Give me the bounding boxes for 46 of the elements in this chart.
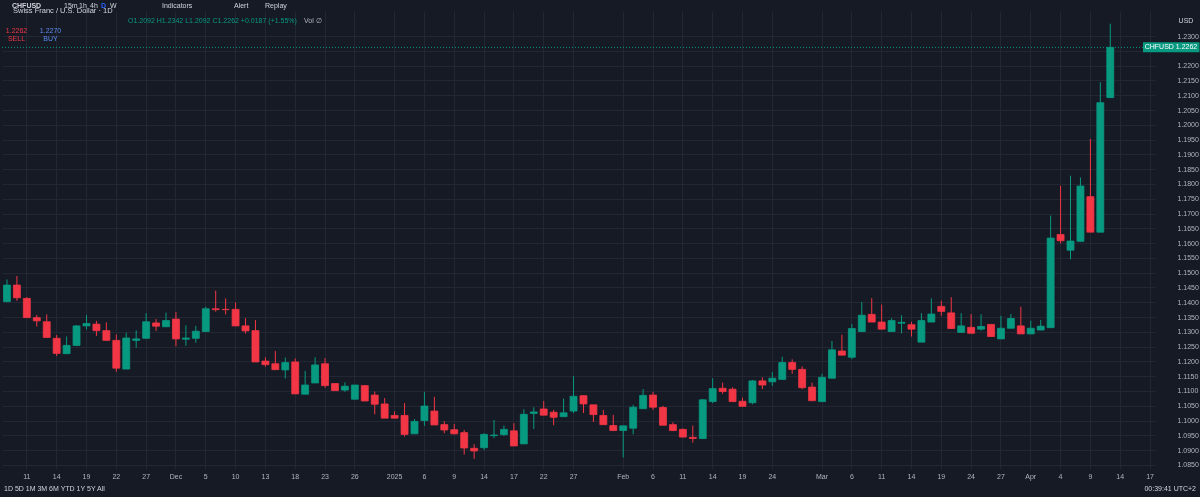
candlestick	[142, 312, 150, 339]
candlestick	[13, 275, 21, 302]
candlestick	[321, 357, 329, 389]
candlestick	[947, 296, 956, 330]
candlestick	[420, 391, 429, 427]
candlestick	[569, 375, 578, 414]
candlestick	[857, 301, 866, 333]
candlestick	[281, 357, 290, 380]
candlestick	[649, 391, 657, 411]
candlestick	[838, 334, 846, 356]
candlestick	[629, 404, 638, 435]
candlestick	[748, 379, 757, 405]
candlestick	[997, 315, 1005, 340]
candlestick	[559, 398, 568, 418]
candlestick	[211, 290, 220, 313]
candlestick	[708, 377, 717, 404]
candlestick	[619, 425, 628, 458]
candlestick	[778, 356, 787, 380]
candlestick	[967, 313, 975, 334]
candlestick	[529, 406, 538, 430]
candlestick	[182, 324, 190, 347]
candlestick	[42, 313, 51, 338]
candlestick	[470, 443, 479, 460]
candlestick	[341, 381, 349, 393]
candlestick	[301, 370, 310, 395]
candlestick	[370, 391, 379, 415]
candlestick	[52, 334, 61, 357]
candlestick	[201, 306, 210, 333]
candlestick	[162, 312, 170, 328]
candlestick	[460, 429, 469, 456]
candlestick	[311, 356, 319, 384]
candlestick	[510, 422, 518, 447]
candlestick	[867, 297, 876, 323]
candlestick	[957, 312, 966, 333]
candlestick	[1016, 306, 1025, 335]
candlestick	[172, 311, 180, 347]
candlestick	[490, 419, 498, 439]
candlestick	[877, 304, 886, 330]
candlestick	[977, 313, 985, 332]
candlestick	[808, 382, 816, 402]
candlestick	[152, 318, 160, 332]
candlestick	[1056, 185, 1065, 244]
candlestick	[22, 296, 31, 319]
candlestick	[639, 388, 647, 410]
candlestick	[659, 405, 667, 426]
candlestick	[798, 365, 807, 390]
